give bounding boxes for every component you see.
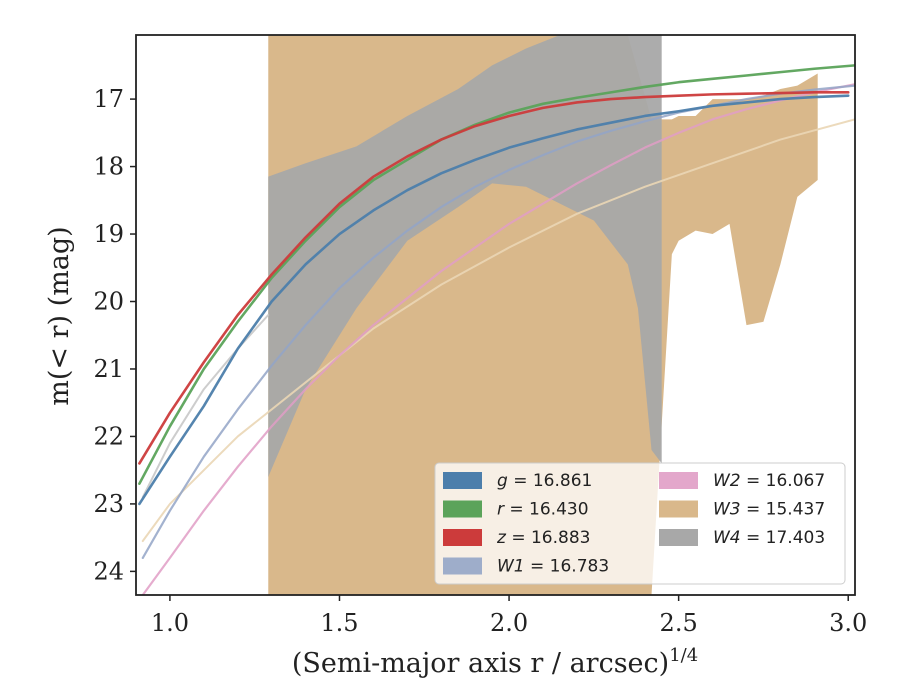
- y-tick-label: 21: [93, 355, 124, 383]
- line-w4-model: [141, 314, 270, 499]
- legend-label-w1: W1 = 16.783: [497, 557, 609, 577]
- legend-label-w4: W4 = 17.403: [713, 528, 825, 548]
- x-tick-label: 2.0: [490, 609, 528, 637]
- legend-label-w3: W3 = 15.437: [713, 500, 825, 520]
- legend-swatch-w4: [659, 529, 698, 546]
- x-axis-label-superscript: 1/4: [669, 645, 698, 666]
- legend-label-g: g = 16.861: [497, 471, 592, 491]
- legend-swatch-w1: [443, 557, 482, 575]
- x-tick-label: 1.0: [151, 609, 189, 637]
- legend-box: [434, 462, 846, 585]
- x-tick-label: 2.5: [660, 609, 698, 637]
- band-w4: [268, 35, 662, 477]
- plot-area: [138, 35, 855, 595]
- x-axis-label-main: (Semi-major axis r / arcsec): [292, 648, 669, 679]
- x-axis-label: (Semi-major axis r / arcsec)1/4: [292, 645, 698, 679]
- legend-label-w2: W2 = 16.067: [713, 471, 825, 491]
- y-axis-label: m(< r) (mag): [44, 226, 75, 405]
- y-tick-label: 24: [93, 557, 124, 585]
- legend: g = 16.861 r = 16.430 z = 16.883 W1 = 16.78…: [434, 462, 846, 585]
- legend-swatch-w3: [659, 500, 698, 518]
- line-w1: [141, 84, 855, 559]
- line-w2: [141, 83, 855, 595]
- y-axis: 17 18 19 20 21 22 23 24: [93, 85, 136, 585]
- line-z: [138, 91, 850, 465]
- legend-swatch-w2: [659, 472, 698, 489]
- y-tick-label: 19: [93, 220, 124, 248]
- legend-swatch-r: [443, 500, 482, 518]
- y-tick-label: 22: [93, 422, 124, 450]
- x-tick-label: 1.5: [320, 609, 358, 637]
- x-axis: 1.0 1.5 2.0 2.5 3.0: [151, 595, 867, 637]
- legend-swatch-z: [443, 529, 482, 546]
- legend-swatch-g: [443, 472, 482, 489]
- y-tick-label: 23: [93, 490, 124, 518]
- y-tick-label: 18: [93, 153, 124, 181]
- legend-label-z: z = 16.883: [496, 528, 590, 548]
- plot-frame: [135, 34, 856, 596]
- x-tick-label: 3.0: [829, 609, 867, 637]
- line-r: [138, 64, 855, 485]
- y-tick-label: 20: [93, 288, 124, 316]
- line-g: [138, 94, 850, 506]
- y-tick-label: 17: [93, 85, 124, 113]
- line-w3-model: [141, 118, 855, 543]
- legend-label-r: r = 16.430: [497, 500, 589, 520]
